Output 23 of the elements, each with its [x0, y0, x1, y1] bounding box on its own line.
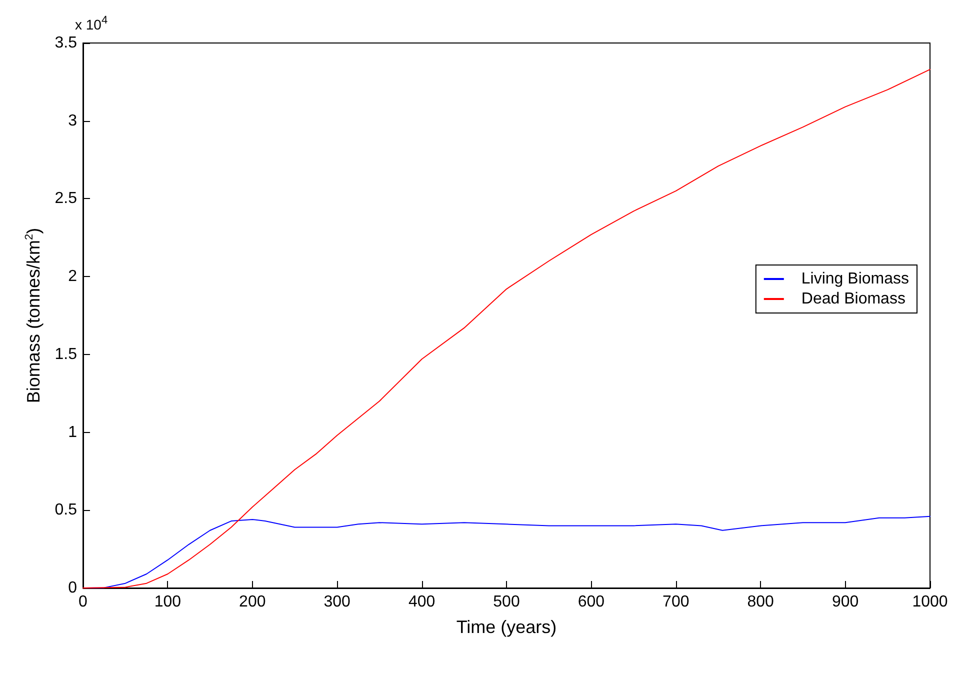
x-tick-label: 100: [154, 594, 182, 610]
y-tick-label: 2: [68, 268, 78, 286]
y-tick-label: 3: [68, 112, 78, 130]
x-tick-label: 200: [239, 594, 266, 610]
x-tick-label: 800: [747, 594, 774, 610]
x-tick-label: 400: [408, 594, 436, 610]
y-tick-label: 0.5: [54, 502, 78, 519]
y-tick-label: 1: [68, 424, 78, 441]
y-tick-label: 1.5: [54, 346, 78, 363]
x-tick-label: 900: [832, 594, 859, 610]
x-axis-title: Time (years): [456, 617, 557, 637]
y-axis-title: Biomass (tonnes/km2): [24, 228, 44, 404]
x-tick-label: 300: [324, 594, 351, 610]
x-tick-label: 600: [578, 594, 605, 610]
x-tick-label: 700: [662, 594, 690, 610]
legend-label: Living Biomass: [801, 270, 910, 288]
x-tick-label: 1000: [912, 594, 948, 610]
x-tick-label: 0: [78, 594, 88, 610]
y-tick-label: 0: [68, 580, 78, 596]
y-tick-label: 3.5: [54, 34, 78, 52]
x-tick-label: 500: [493, 594, 520, 610]
legend-label: Dead Biomass: [801, 290, 906, 308]
y-tick-label: 2.5: [54, 190, 78, 208]
